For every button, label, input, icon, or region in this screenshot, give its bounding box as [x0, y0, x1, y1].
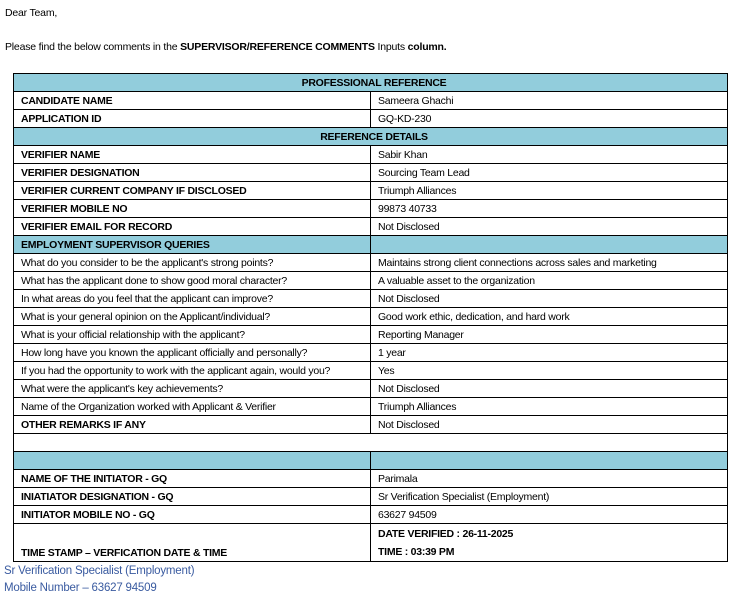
table-row: What do you consider to be the applicant…	[13, 253, 728, 272]
query-label: In what areas do you feel that the appli…	[13, 289, 371, 308]
query-value: Maintains strong client connections acro…	[370, 253, 728, 272]
table-row: VERIFIER CURRENT COMPANY IF DISCLOSED Tri…	[13, 181, 728, 200]
table-row: VERIFIER DESIGNATION Sourcing Team Lead	[13, 163, 728, 182]
intro-before: Please find the below comments in the	[5, 41, 181, 53]
query-value: Yes	[370, 361, 728, 380]
table-row: CANDIDATE NAME Sameera Ghachi	[13, 91, 728, 110]
row-value: GQ-KD-230	[370, 109, 728, 128]
table-row: In what areas do you feel that the appli…	[13, 289, 728, 308]
query-label: What do you consider to be the applicant…	[13, 253, 371, 272]
intro-bold: SUPERVISOR/REFERENCE COMMENTS	[180, 41, 375, 53]
query-label: What is your general opinion on the Appl…	[13, 307, 371, 326]
table-row: How long have you known the applicant of…	[13, 343, 728, 362]
table-row: If you had the opportunity to work with …	[13, 361, 728, 380]
query-value: Reporting Manager	[370, 325, 728, 344]
row-label: VERIFIER EMAIL FOR RECORD	[13, 217, 371, 236]
query-value: Not Disclosed	[370, 379, 728, 398]
table-row: INIATIATOR DESIGNATION - GQ Sr Verificati…	[13, 487, 728, 506]
query-label: How long have you known the applicant of…	[13, 343, 371, 362]
empty-cell	[13, 433, 728, 452]
signature-mobile: Mobile Number – 63627 94509	[4, 582, 157, 594]
table-row: What is your general opinion on the Appl…	[13, 307, 728, 326]
greeting: Dear Team,	[5, 7, 58, 19]
row-value: Sameera Ghachi	[370, 91, 728, 110]
reference-details-row: REFERENCE DETAILS	[13, 127, 728, 146]
query-label: Name of the Organization worked with App…	[13, 397, 371, 416]
table-title: PROFESSIONAL REFERENCE	[13, 73, 728, 92]
empty-cell	[370, 235, 728, 254]
row-value: 99873 40733	[370, 199, 728, 218]
timestamp-value: DATE VERIFIED : 26-11-2025 TIME : 03:39 P…	[370, 523, 728, 562]
intro-bold-end: column.	[407, 41, 447, 53]
reference-details-header: REFERENCE DETAILS	[13, 127, 728, 146]
query-value: Good work ethic, dedication, and hard wo…	[370, 307, 728, 326]
intro-after: Inputs	[374, 41, 408, 53]
empty-cell	[13, 451, 371, 470]
professional-reference-table: PROFESSIONAL REFERENCE CANDIDATE NAME Sam…	[13, 73, 728, 562]
timestamp-row: TIME STAMP – VERFICATION DATE & TIME DATE…	[13, 523, 728, 562]
empty-cell	[370, 451, 728, 470]
table-row: What has the applicant done to show good…	[13, 271, 728, 290]
query-label: What is your official relationship with …	[13, 325, 371, 344]
row-value: Sabir Khan	[370, 145, 728, 164]
row-label: OTHER REMARKS IF ANY	[13, 415, 371, 434]
query-label: What has the applicant done to show good…	[13, 271, 371, 290]
row-value: 63627 94509	[370, 505, 728, 524]
query-value: 1 year	[370, 343, 728, 362]
blank-row	[13, 433, 728, 452]
table-row: What were the applicant's key achievemen…	[13, 379, 728, 398]
row-label: INITIATOR MOBILE NO - GQ	[13, 505, 371, 524]
table-row: Name of the Organization worked with App…	[13, 397, 728, 416]
row-label: INIATIATOR DESIGNATION - GQ	[13, 487, 371, 506]
row-value: Triumph Alliances	[370, 181, 728, 200]
row-label: APPLICATION ID	[13, 109, 371, 128]
row-label: CANDIDATE NAME	[13, 91, 371, 110]
initiator-header-row	[13, 451, 728, 470]
query-value: Not Disclosed	[370, 289, 728, 308]
table-row: VERIFIER NAME Sabir Khan	[13, 145, 728, 164]
table-row: VERIFIER MOBILE NO 99873 40733	[13, 199, 728, 218]
query-label: What were the applicant's key achievemen…	[13, 379, 371, 398]
query-value: Triumph Alliances	[370, 397, 728, 416]
row-label: VERIFIER CURRENT COMPANY IF DISCLOSED	[13, 181, 371, 200]
row-value: Not Disclosed	[370, 217, 728, 236]
queries-header: EMPLOYMENT SUPERVISOR QUERIES	[13, 235, 371, 254]
row-value: Sr Verification Specialist (Employment)	[370, 487, 728, 506]
queries-header-row: EMPLOYMENT SUPERVISOR QUERIES	[13, 235, 728, 254]
row-value: Sourcing Team Lead	[370, 163, 728, 182]
row-label: VERIFIER NAME	[13, 145, 371, 164]
intro-text: Please find the below comments in the SU…	[5, 41, 447, 53]
table-row: INITIATOR MOBILE NO - GQ 63627 94509	[13, 505, 728, 524]
table-row: OTHER REMARKS IF ANY Not Disclosed	[13, 415, 728, 434]
table-row: APPLICATION ID GQ-KD-230	[13, 109, 728, 128]
table-title-row: PROFESSIONAL REFERENCE	[13, 73, 728, 92]
time-verified: TIME : 03:39 PM	[378, 545, 455, 558]
query-label: If you had the opportunity to work with …	[13, 361, 371, 380]
row-label: VERIFIER MOBILE NO	[13, 199, 371, 218]
row-label: VERIFIER DESIGNATION	[13, 163, 371, 182]
query-value: A valuable asset to the organization	[370, 271, 728, 290]
row-value: Not Disclosed	[370, 415, 728, 434]
table-row: NAME OF THE INITIATOR - GQ Parimala	[13, 469, 728, 488]
row-value: Parimala	[370, 469, 728, 488]
timestamp-label: TIME STAMP – VERFICATION DATE & TIME	[13, 523, 371, 562]
date-verified: DATE VERIFIED : 26-11-2025	[378, 527, 514, 540]
table-row: What is your official relationship with …	[13, 325, 728, 344]
signature-designation: Sr Verification Specialist (Employment)	[4, 565, 195, 577]
table-row: VERIFIER EMAIL FOR RECORD Not Disclosed	[13, 217, 728, 236]
row-label: NAME OF THE INITIATOR - GQ	[13, 469, 371, 488]
